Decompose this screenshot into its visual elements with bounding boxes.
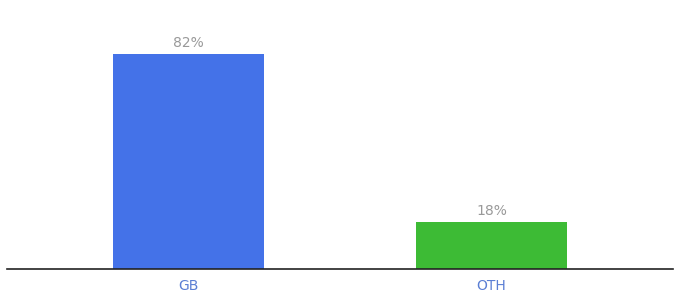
Text: 82%: 82%	[173, 36, 204, 50]
Bar	[113, 54, 265, 269]
Text: 18%: 18%	[476, 204, 507, 218]
Bar	[415, 222, 567, 269]
